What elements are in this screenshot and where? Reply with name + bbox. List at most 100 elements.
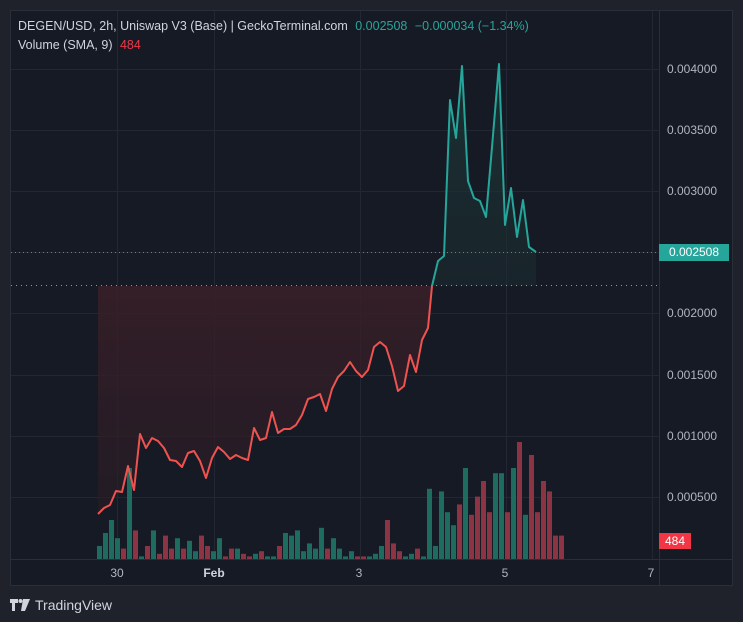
volume-bar xyxy=(451,525,456,559)
volume-bar xyxy=(277,546,282,559)
volume-bar xyxy=(337,548,342,559)
price-line-down xyxy=(97,285,433,515)
volume-bar xyxy=(385,520,390,559)
volume-bar xyxy=(457,504,462,559)
volume-bar xyxy=(355,556,360,559)
volume-bar xyxy=(307,543,312,559)
volume-bar xyxy=(391,543,396,559)
volume-bar xyxy=(169,548,174,559)
volume-bar xyxy=(475,496,480,559)
volume-bar xyxy=(523,514,528,559)
volume-bar xyxy=(511,468,516,559)
volume-bar xyxy=(247,556,252,559)
volume-bar xyxy=(409,553,414,559)
time-tick: 5 xyxy=(501,566,509,580)
volume-bar xyxy=(271,556,276,559)
volume-bar xyxy=(499,473,504,559)
volume-bar xyxy=(151,530,156,559)
volume-bar xyxy=(133,530,138,559)
volume-bar xyxy=(313,548,318,559)
volume-bar xyxy=(283,533,288,559)
volume-bar xyxy=(403,556,408,559)
time-tick: 3 xyxy=(355,566,363,580)
symbol-title: DEGEN/USD, 2h, Uniswap V3 (Base) | Gecko… xyxy=(18,19,348,33)
time-tick: 30 xyxy=(110,566,124,580)
volume-bar xyxy=(493,473,498,559)
volume-bar xyxy=(139,556,144,559)
volume-bar xyxy=(373,553,378,559)
volume-indicator-value: 484 xyxy=(119,38,141,52)
volume-bar xyxy=(127,468,132,559)
price-tick: 0.002000 xyxy=(667,306,718,320)
area-fill-down xyxy=(98,286,432,514)
time-tick: Feb xyxy=(203,566,225,580)
volume-bar xyxy=(103,533,108,559)
volume-row[interactable]: Volume (SMA, 9) 484 xyxy=(18,36,533,55)
volume-bar xyxy=(211,551,216,559)
volume-indicator-label: Volume (SMA, 9) xyxy=(18,38,113,52)
price-tick: 0.003500 xyxy=(667,123,718,137)
current-price-tag: 0.002508 xyxy=(659,244,729,261)
volume-bar xyxy=(241,553,246,559)
time-tick: 7 xyxy=(647,566,655,580)
tradingview-logo-text: TradingView xyxy=(35,597,113,613)
volume-bar xyxy=(289,535,294,559)
volume-bar xyxy=(229,548,234,559)
volume-bar xyxy=(193,551,198,559)
volume-bar xyxy=(163,535,168,559)
tradingview-logo[interactable]: TradingView xyxy=(10,597,112,613)
price-change: −0.000034 (−1.34%) xyxy=(414,19,529,33)
volume-bar xyxy=(445,512,450,559)
price-tick: 0.000500 xyxy=(667,490,718,504)
volume-bar xyxy=(505,512,510,559)
volume-bar xyxy=(529,455,534,559)
volume-bar xyxy=(469,514,474,559)
volume-bar xyxy=(481,481,486,559)
volume-bar xyxy=(349,551,354,559)
price-tick: 0.001000 xyxy=(667,429,718,443)
volume-bar xyxy=(379,546,384,559)
tradingview-logo-icon xyxy=(10,599,30,611)
volume-bar xyxy=(319,527,324,559)
volume-bar xyxy=(463,468,468,559)
volume-bar xyxy=(235,548,240,559)
chart-legend: DEGEN/USD, 2h, Uniswap V3 (Base) | Gecko… xyxy=(18,17,533,55)
volume-bar xyxy=(145,546,150,559)
volume-bar xyxy=(253,553,258,559)
volume-bar xyxy=(535,512,540,559)
volume-bar xyxy=(547,491,552,559)
volume-bar xyxy=(541,481,546,559)
volume-bar xyxy=(433,546,438,559)
volume-bar xyxy=(553,535,558,559)
volume-bar xyxy=(97,546,102,559)
volume-bar xyxy=(259,551,264,559)
volume-bar xyxy=(265,556,270,559)
volume-bar xyxy=(367,556,372,559)
volume-bar xyxy=(295,530,300,559)
volume-bar xyxy=(343,556,348,559)
price-tick: 0.003000 xyxy=(667,184,718,198)
volume-bar xyxy=(331,538,336,559)
volume-bar xyxy=(559,535,564,559)
price-tick: 0.004000 xyxy=(667,62,718,76)
volume-bar xyxy=(439,491,444,559)
volume-bar xyxy=(157,553,162,559)
volume-bar xyxy=(487,512,492,559)
volume-bar xyxy=(421,556,426,559)
volume-bar xyxy=(223,556,228,559)
volume-bar xyxy=(121,548,126,559)
volume-bar xyxy=(325,548,330,559)
volume-bar xyxy=(205,546,210,559)
price-line-up xyxy=(431,63,537,287)
volume-bar xyxy=(427,488,432,559)
symbol-row[interactable]: DEGEN/USD, 2h, Uniswap V3 (Base) | Gecko… xyxy=(18,17,533,36)
volume-bar xyxy=(187,540,192,559)
volume-bar xyxy=(397,551,402,559)
volume-bar xyxy=(181,548,186,559)
volume-bar xyxy=(199,535,204,559)
volume-bar xyxy=(301,551,306,559)
volume-bar xyxy=(217,538,222,559)
volume-bar xyxy=(517,442,522,559)
last-price: 0.002508 xyxy=(355,19,408,33)
